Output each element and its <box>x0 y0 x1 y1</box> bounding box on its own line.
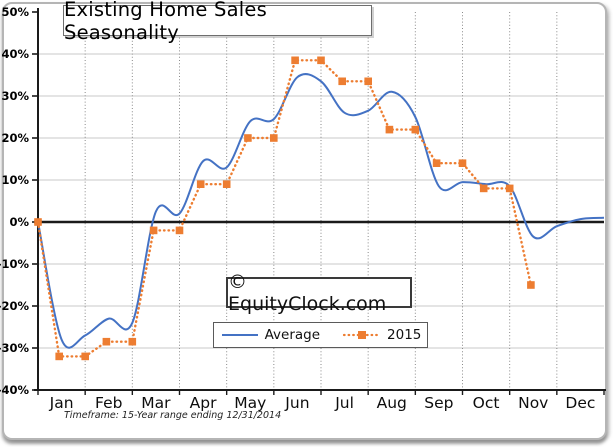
year-2015-marker <box>270 134 278 142</box>
legend-label-average: Average <box>264 327 321 343</box>
year-2015-marker <box>385 125 394 134</box>
year-2015-marker <box>364 77 372 86</box>
month-label: Jul <box>334 394 354 412</box>
year-2015-marker <box>34 218 42 226</box>
year-2015-marker <box>55 352 63 361</box>
year-2015-series-line <box>36 59 533 358</box>
month-label: Nov <box>518 394 548 412</box>
year-2015-marker <box>81 352 89 361</box>
year-2015-marker <box>458 159 467 167</box>
year-2015-marker <box>149 226 158 235</box>
y-tick-label: -40% <box>0 383 29 397</box>
month-label: Jun <box>284 394 309 412</box>
year-2015-marker <box>128 337 137 346</box>
year-2015-marker <box>317 56 325 65</box>
year-2015-marker <box>102 337 111 346</box>
watermark-text: © EquityClock.com <box>228 270 387 315</box>
y-tick-label: -20% <box>0 299 29 313</box>
month-label: Apr <box>190 394 217 412</box>
year-2015-marker <box>338 77 346 86</box>
year-2015-marker <box>411 125 420 134</box>
legend-label-2015: 2015 <box>387 327 422 343</box>
year-2015-marker <box>505 184 514 193</box>
y-tick-label: -30% <box>0 341 29 355</box>
year-2015-marker <box>432 159 441 167</box>
year-2015-marker <box>196 180 205 188</box>
year-2015-marker <box>479 184 488 193</box>
y-tick-label: 0% <box>9 215 29 229</box>
year-2015-marker <box>244 134 252 142</box>
year-2015-marker <box>222 180 231 188</box>
year-2015-marker <box>527 281 535 289</box>
month-label: Dec <box>565 394 595 412</box>
watermark-box: © EquityClock.com <box>226 271 412 315</box>
year-2015-marker <box>291 56 299 65</box>
year-2015-marker <box>175 226 184 235</box>
legend-item-average: Average <box>220 327 320 343</box>
chart-title: Existing Home Sales Seasonality <box>64 0 267 44</box>
legend: Average 2015 <box>213 322 428 348</box>
timeframe-footnote: Timeframe: 15-Year range ending 12/31/20… <box>64 410 282 421</box>
month-label: Jan <box>49 394 74 412</box>
y-tick-label: -10% <box>0 257 29 271</box>
y-tick-label: 20% <box>1 131 29 145</box>
y-tick-label: 30% <box>1 89 29 103</box>
month-label: Feb <box>95 394 122 412</box>
legend-item-2015: 2015 <box>342 327 421 343</box>
y-tick-label: 40% <box>1 47 29 61</box>
month-label: Mar <box>141 394 171 412</box>
chart-title-box: Existing Home Sales Seasonality <box>63 0 372 44</box>
month-label: Oct <box>473 394 500 412</box>
year-2015-swatch-icon <box>342 331 382 339</box>
y-tick-label: 50% <box>1 5 29 19</box>
month-label: May <box>234 394 266 412</box>
month-label: Aug <box>377 394 407 412</box>
y-tick-label: 10% <box>1 173 29 187</box>
average-line-swatch-icon <box>221 334 258 336</box>
month-label: Sep <box>424 394 453 412</box>
